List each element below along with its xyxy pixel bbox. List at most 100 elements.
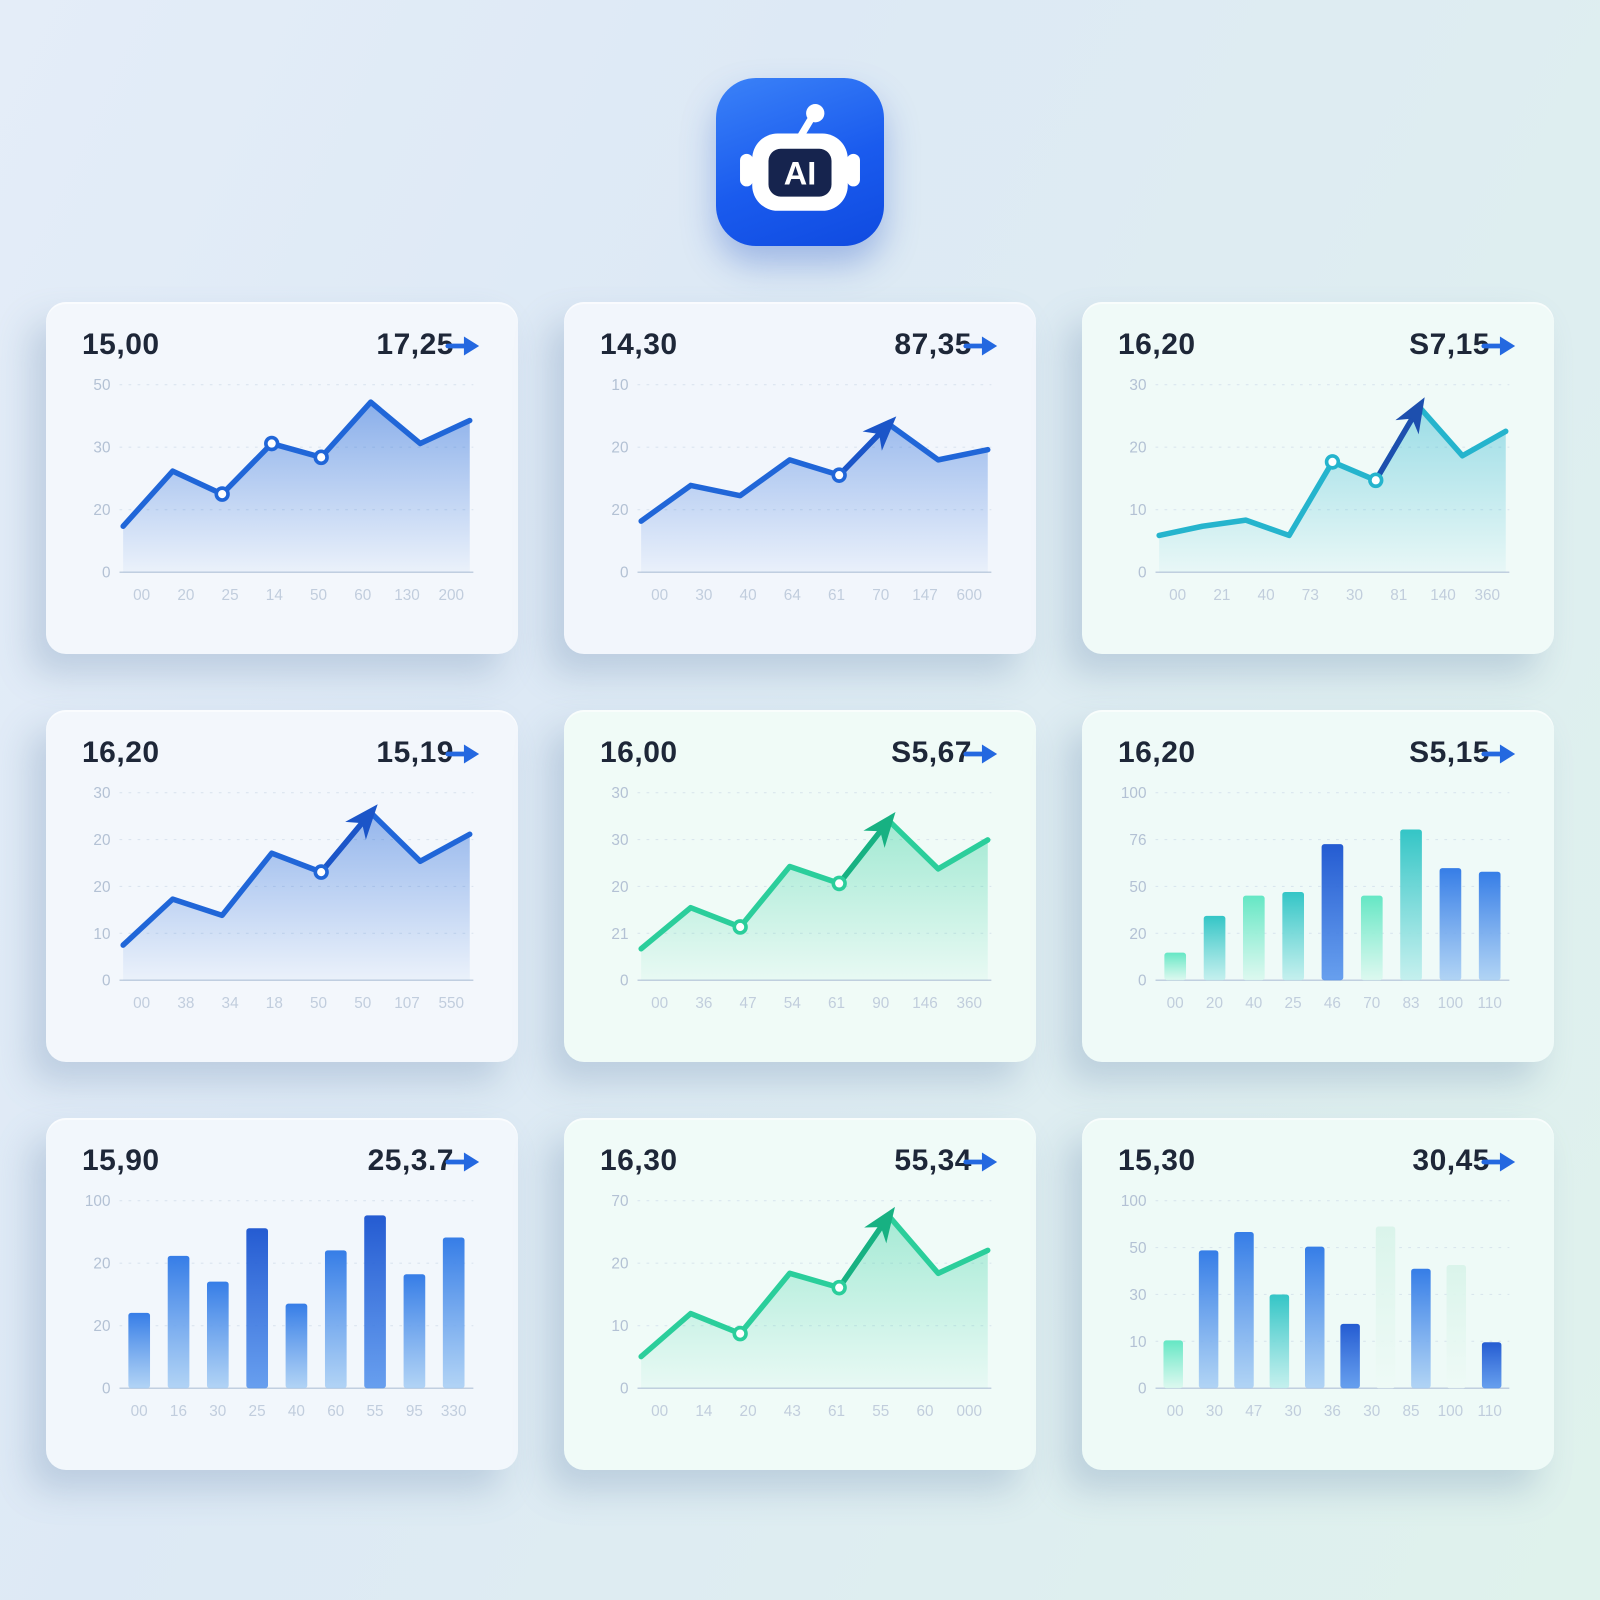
bar [1242,895,1265,981]
chart-card-row2-col1[interactable]: 16,20 15,19 30 20 20 10 0 00 38 34 18 50 50 107 550 [46,710,518,1062]
card-value-label: 15,19 [376,736,454,769]
svg-text:76: 76 [1129,832,1146,849]
svg-text:61: 61 [828,1403,845,1420]
bar [1321,844,1344,981]
arrow-right-icon[interactable] [962,741,1000,767]
svg-text:600: 600 [956,587,982,604]
bar [246,1228,269,1389]
bar [285,1303,308,1389]
chart-card-row3-col3[interactable]: 15,30 30,45 100 50 30 10 0 00 30 47 30 36 30 85 100 1… [1082,1118,1554,1470]
svg-text:10: 10 [1129,502,1146,519]
svg-text:21: 21 [611,926,628,943]
chart-card-row1-col1[interactable]: 15,00 17,25 50 30 20 0 00 20 25 14 50 60 130 200 [46,302,518,654]
ai-app-logo: AI [716,78,884,246]
logo-ai-text: AI [784,155,817,191]
chart-card-row3-col2[interactable]: 16,30 55,34 70 20 10 0 00 14 20 43 61 55 60 000 [564,1118,1036,1470]
arrow-right-icon[interactable] [962,1149,1000,1175]
card-value-label: S5,67 [891,736,972,769]
card-time-label: 16,20 [82,736,160,769]
chart-card-row3-col1[interactable]: 15,90 25,3.7 100 20 20 0 00 16 30 25 40 60 55 95 330 [46,1118,518,1470]
svg-text:130: 130 [394,587,420,604]
card-value-group: 25,3.7 [368,1144,482,1178]
svg-text:100: 100 [1121,1193,1147,1210]
arrow-right-icon[interactable] [444,741,482,767]
svg-text:38: 38 [177,995,194,1012]
card-header: 16,00 S5,67 [596,736,1004,770]
chart-card-row2-col2[interactable]: 16,00 S5,67 30 30 20 21 0 00 36 47 54 61 90 146 360 [564,710,1036,1062]
bar [403,1274,426,1389]
svg-text:30: 30 [1363,1403,1380,1420]
card-time-label: 16,00 [600,736,678,769]
trend-arrow-icon [864,1206,895,1244]
svg-text:47: 47 [740,995,757,1012]
arrow-right-icon[interactable] [962,333,1000,359]
robot-ai-icon: AI [740,104,860,211]
card-value-label: 55,34 [894,1144,972,1177]
card-value-group: 87,35 [894,328,1000,362]
svg-text:20: 20 [611,440,628,457]
bar [167,1255,190,1389]
card-value-group: 15,19 [376,736,482,770]
svg-text:100: 100 [1438,1403,1464,1420]
svg-text:110: 110 [1477,1403,1501,1420]
svg-text:50: 50 [1129,879,1146,896]
svg-text:20: 20 [611,879,628,896]
svg-text:0: 0 [102,973,111,990]
bar [1478,871,1501,981]
svg-text:10: 10 [1129,1334,1146,1351]
arrow-right-icon[interactable] [444,1149,482,1175]
chart-card-row2-col3[interactable]: 16,20 S5,15 100 76 50 20 0 00 20 40 25 46 70 83 100 1… [1082,710,1554,1062]
svg-text:40: 40 [740,587,757,604]
svg-text:147: 147 [912,587,938,604]
card-header: 15,30 30,45 [1114,1144,1522,1178]
svg-text:70: 70 [1363,995,1380,1012]
arrow-right-icon[interactable] [1480,741,1518,767]
svg-text:30: 30 [93,785,110,802]
svg-text:85: 85 [1403,1403,1420,1420]
svg-text:30: 30 [695,587,712,604]
svg-text:110: 110 [1477,995,1501,1012]
card-value-group: 17,25 [376,328,482,362]
bar [1198,1250,1219,1389]
svg-text:20: 20 [1129,440,1146,457]
card-time-label: 14,30 [600,328,678,361]
bar [1439,868,1462,981]
svg-text:18: 18 [266,995,283,1012]
svg-text:46: 46 [1324,995,1341,1012]
arrow-right-icon[interactable] [1480,333,1518,359]
bar [1340,1323,1360,1389]
svg-text:25: 25 [249,1403,266,1420]
svg-text:107: 107 [394,995,420,1012]
svg-text:61: 61 [828,995,845,1012]
arrow-right-icon[interactable] [1480,1149,1518,1175]
logo-container: AI [0,0,1600,246]
chart-card-row1-col2[interactable]: 14,30 87,35 10 20 20 0 00 30 40 64 61 70 147 600 [564,302,1036,654]
chart-card-grid: 15,00 17,25 50 30 20 0 00 20 25 14 50 60 130 200 14… [0,302,1600,1470]
card-header: 15,90 25,3.7 [78,1144,486,1178]
svg-text:10: 10 [611,377,628,394]
bar [442,1237,465,1389]
svg-text:20: 20 [93,879,110,896]
svg-text:30: 30 [1285,1403,1302,1420]
trend-arrow-icon [1395,397,1425,435]
svg-text:90: 90 [872,995,889,1012]
svg-text:30: 30 [611,832,628,849]
arrow-right-icon[interactable] [444,333,482,359]
card-header: 16,20 S7,15 [1114,328,1522,362]
svg-text:14: 14 [266,587,283,604]
card-value-group: S5,15 [1409,736,1518,770]
svg-text:30: 30 [93,440,110,457]
card-value-group: S7,15 [1409,328,1518,362]
card-value-label: 87,35 [894,328,972,361]
card-header: 15,00 17,25 [78,328,486,362]
card-header: 16,20 S5,15 [1114,736,1522,770]
svg-text:20: 20 [93,832,110,849]
bar [1164,952,1187,981]
card-value-label: 25,3.7 [367,1144,454,1177]
svg-text:60: 60 [916,1403,933,1420]
chart-card-row1-col3[interactable]: 16,20 S7,15 30 20 10 0 00 21 40 73 30 81 140 360 [1082,302,1554,654]
card-time-label: 15,00 [82,328,160,361]
